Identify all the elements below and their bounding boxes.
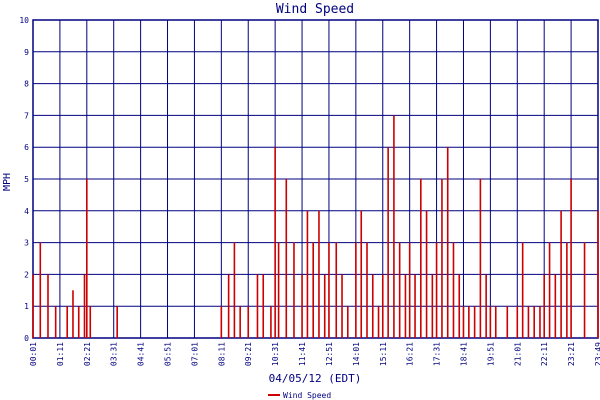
x-tick-label: 21:01	[513, 342, 522, 366]
x-tick-label: 11:41	[298, 342, 307, 366]
y-tick-label: 7	[24, 111, 29, 120]
x-axis-ticks: 00:01 01:11 02:21 03:31 04:41 05:51 07:01 08:11…	[29, 342, 600, 366]
y-tick-label: 3	[24, 239, 29, 248]
x-tick-label: 14:01	[352, 342, 361, 366]
x-tick-label: 18:41	[459, 342, 468, 366]
x-tick-label: 02:21	[83, 342, 92, 366]
chart-title: Wind Speed	[276, 2, 354, 17]
legend-label: Wind Speed	[283, 391, 331, 400]
y-tick-label: 8	[24, 80, 29, 89]
x-tick-label: 15:11	[379, 342, 388, 366]
grid-lines	[33, 20, 598, 338]
x-tick-label: 08:11	[217, 342, 226, 366]
y-tick-label: 5	[24, 175, 29, 184]
x-axis-label: 04/05/12 (EDT)	[269, 372, 362, 385]
x-tick-label: 12:51	[325, 342, 334, 366]
x-tick-label: 05:51	[164, 342, 173, 366]
x-tick-label: 07:01	[190, 342, 199, 366]
x-tick-label: 23:49	[594, 342, 600, 366]
x-tick-label: 16:21	[406, 342, 415, 366]
y-tick-label: 10	[19, 16, 29, 25]
x-tick-label: 19:51	[486, 342, 495, 366]
legend: Wind Speed	[268, 391, 331, 400]
x-tick-label: 00:01	[29, 342, 38, 366]
y-tick-label: 1	[24, 302, 29, 311]
y-tick-label: 2	[24, 270, 29, 279]
y-tick-label: 4	[24, 207, 29, 216]
x-tick-label: 23:21	[567, 342, 576, 366]
y-tick-label: 0	[24, 334, 29, 343]
x-tick-label: 09:21	[244, 342, 253, 366]
y-axis-label: MPH	[2, 173, 13, 191]
y-axis-ticks: 0 1 2 3 4 5 6 7 8 9 10	[19, 16, 29, 343]
y-tick-label: 6	[24, 143, 29, 152]
data-bars	[32, 115, 599, 338]
plot-area	[32, 19, 599, 339]
x-tick-label: 04:41	[137, 342, 146, 366]
y-tick-label: 9	[24, 48, 29, 57]
x-tick-label: 03:31	[110, 342, 119, 366]
x-tick-label: 01:11	[56, 342, 65, 366]
x-tick-label: 10:31	[271, 342, 280, 366]
x-tick-label: 17:31	[433, 342, 442, 366]
x-tick-label: 22:11	[540, 342, 549, 366]
